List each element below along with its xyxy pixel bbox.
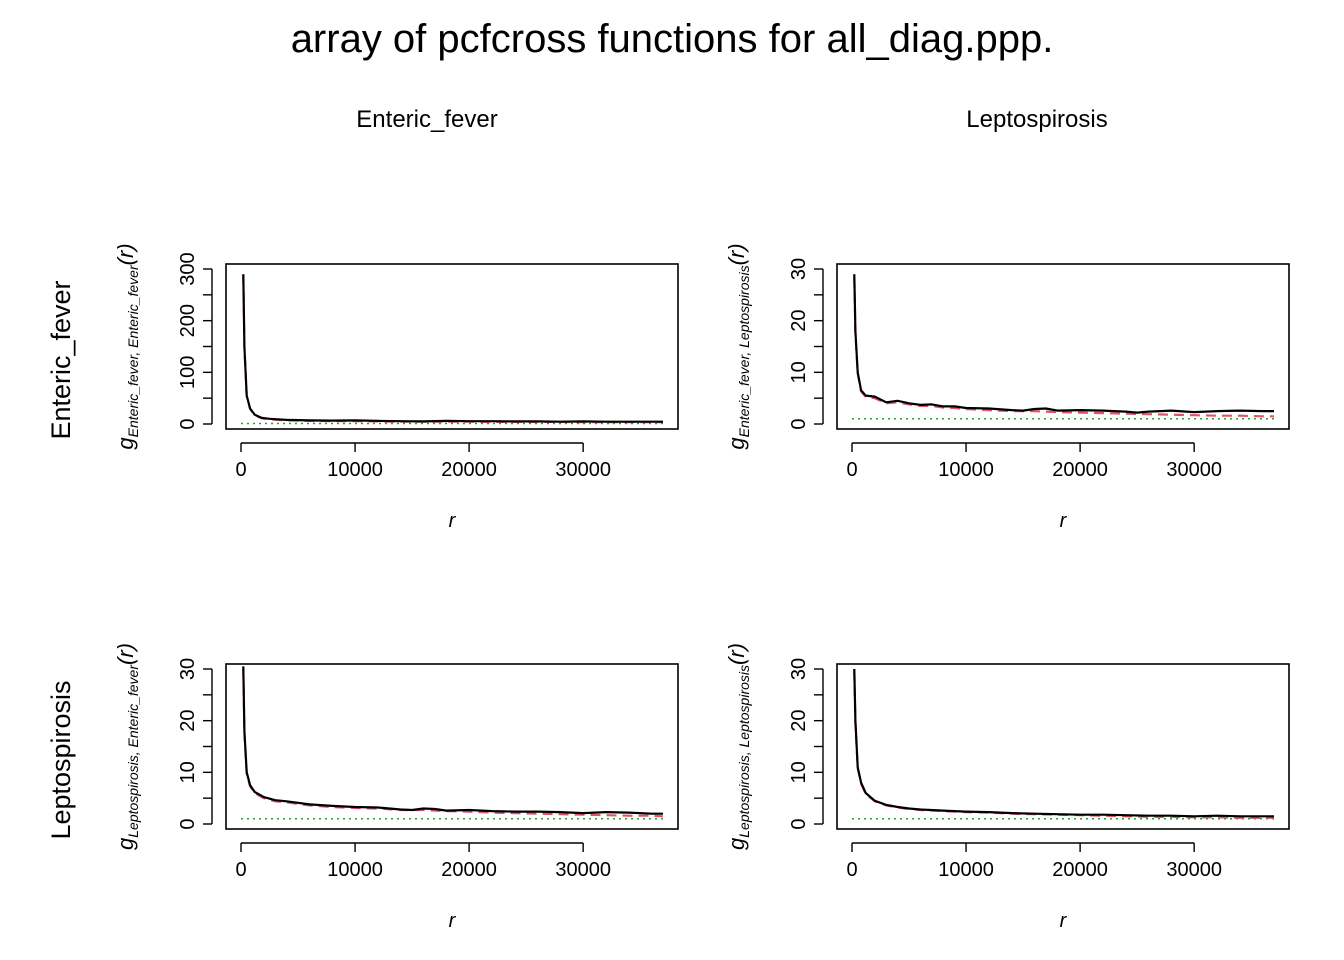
y-tick-label: 0 bbox=[788, 418, 810, 429]
panel-2: 0 10000 20000 30000 r 0 10 20 30 gEnteric_fever, … bbox=[724, 243, 1290, 532]
x-axis-label: r bbox=[449, 510, 457, 532]
x-tick-label: 20000 bbox=[1052, 459, 1108, 481]
y-tick-label: 100 bbox=[177, 356, 199, 389]
y-axis-label: gLeptospirosis, Leptospirosis(r) bbox=[724, 643, 752, 850]
observed-line bbox=[242, 274, 663, 423]
x-tick-label: 10000 bbox=[938, 859, 994, 881]
x-tick-label: 0 bbox=[846, 459, 857, 481]
observed-line bbox=[242, 666, 663, 815]
y-tick-label: 10 bbox=[788, 761, 810, 783]
x-axis-label: r bbox=[1060, 510, 1068, 532]
y-label-subscript: Enteric_fever, Leptospirosis bbox=[736, 265, 752, 437]
y-label-main: g bbox=[724, 837, 749, 850]
row-label-2: Leptospirosis bbox=[46, 680, 76, 839]
y-label-subscript: Leptospirosis, Enteric_fever bbox=[125, 664, 141, 838]
x-tick-label: 30000 bbox=[1166, 459, 1222, 481]
y-tick-label: 200 bbox=[177, 304, 199, 337]
y-label-argument: (r) bbox=[113, 243, 138, 265]
row-label-1: Enteric_fever bbox=[46, 280, 76, 439]
y-tick-label: 20 bbox=[177, 710, 199, 732]
column-label-1: Enteric_fever bbox=[356, 106, 497, 133]
plot-frame bbox=[225, 663, 679, 830]
x-tick-label: 20000 bbox=[441, 459, 497, 481]
y-label-subscript: Leptospirosis, Leptospirosis bbox=[736, 665, 752, 838]
y-tick-label: 30 bbox=[177, 658, 199, 680]
y-tick-label: 20 bbox=[788, 310, 810, 332]
y-tick-label: 300 bbox=[177, 252, 199, 285]
y-axis-label: gEnteric_fever, Enteric_fever(r) bbox=[113, 243, 141, 449]
y-tick-label: 30 bbox=[788, 658, 810, 680]
y-tick-label: 10 bbox=[177, 761, 199, 783]
y-tick-label: 0 bbox=[177, 818, 199, 829]
translation-correction-line bbox=[242, 275, 663, 424]
y-label-subscript: Enteric_fever, Enteric_fever bbox=[125, 264, 141, 437]
translation-correction-line bbox=[853, 276, 1274, 418]
y-label-main: g bbox=[113, 837, 138, 850]
translation-correction-line bbox=[853, 671, 1274, 819]
y-label-argument: (r) bbox=[724, 243, 749, 265]
x-tick-label: 30000 bbox=[1166, 859, 1222, 881]
plot-frame bbox=[836, 263, 1290, 430]
x-tick-label: 0 bbox=[846, 859, 857, 881]
x-tick-label: 30000 bbox=[555, 859, 611, 881]
x-tick-label: 20000 bbox=[441, 859, 497, 881]
column-label-2: Leptospirosis bbox=[966, 106, 1107, 133]
translation-correction-line bbox=[242, 668, 664, 818]
observed-line bbox=[853, 668, 1274, 818]
figure-title: array of pcfcross functions for all_diag… bbox=[291, 17, 1054, 61]
y-axis-label: gLeptospirosis, Enteric_fever(r) bbox=[113, 643, 141, 850]
y-tick-label: 0 bbox=[177, 418, 199, 429]
x-axis-label: r bbox=[1060, 910, 1068, 932]
y-tick-label: 30 bbox=[788, 258, 810, 280]
panel-3: 0 10000 20000 30000 r 0 10 20 30 gLeptospirosis, … bbox=[113, 643, 679, 932]
y-axis-label: gEnteric_fever, Leptospirosis(r) bbox=[724, 243, 752, 449]
y-label-argument: (r) bbox=[113, 643, 138, 665]
x-tick-label: 10000 bbox=[327, 459, 383, 481]
y-label-main: g bbox=[113, 437, 138, 450]
observed-line bbox=[853, 274, 1274, 414]
plot-frame bbox=[225, 263, 679, 430]
y-tick-label: 20 bbox=[788, 710, 810, 732]
y-tick-label: 10 bbox=[788, 361, 810, 383]
panel-4: 0 10000 20000 30000 r 0 10 20 30 gLeptospirosis, … bbox=[724, 643, 1290, 932]
panels-group: 0 10000 20000 30000r0100200300gEnteric_feve… bbox=[113, 243, 1290, 932]
x-tick-label: 10000 bbox=[327, 859, 383, 881]
x-tick-label: 0 bbox=[235, 859, 246, 881]
x-tick-label: 0 bbox=[235, 459, 246, 481]
plot-frame bbox=[836, 663, 1290, 830]
x-axis-label: r bbox=[449, 910, 457, 932]
panel-1: 0 10000 20000 30000 r 0 100 200 300 gEnteric_feve… bbox=[113, 243, 679, 532]
y-tick-label: 0 bbox=[788, 818, 810, 829]
x-tick-label: 20000 bbox=[1052, 859, 1108, 881]
y-label-main: g bbox=[724, 437, 749, 450]
y-label-argument: (r) bbox=[724, 643, 749, 665]
x-tick-label: 10000 bbox=[938, 459, 994, 481]
x-tick-label: 30000 bbox=[555, 459, 611, 481]
